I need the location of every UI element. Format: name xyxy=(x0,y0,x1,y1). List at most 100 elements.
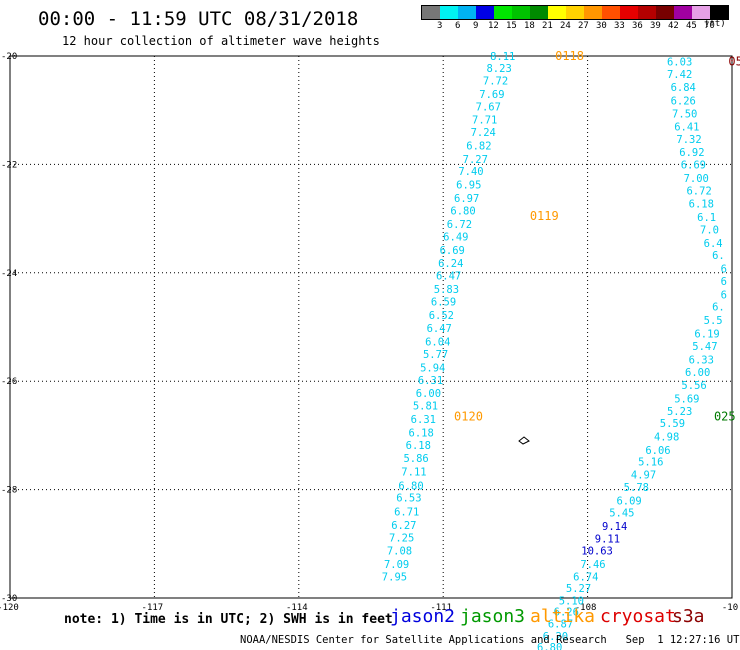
legend-swatch xyxy=(458,6,476,19)
swh-value: 5.23 xyxy=(667,406,692,418)
swh-value: 7.67 xyxy=(476,101,501,113)
legend-label: 39 xyxy=(650,21,661,31)
legend-unit: (ft) xyxy=(704,19,726,29)
legend-swatch xyxy=(692,6,710,19)
swh-value: 6.52 xyxy=(429,310,454,322)
lat-tick-label: -26 xyxy=(1,377,17,387)
swh-value: 5.27 xyxy=(566,583,591,595)
swh-value: 6.27 xyxy=(391,520,416,532)
swh-value: 6.1 xyxy=(697,212,716,224)
legend-labels: 3 6 9 12 15 18 21 24 27 30 33 36 39 42 45 70 xyxy=(421,20,729,32)
swh-value: 6.00 xyxy=(416,388,441,400)
swh-value: 4.98 xyxy=(654,431,679,443)
swh-value: 5.10 xyxy=(559,596,584,608)
satellite-label: s3a xyxy=(672,606,705,627)
swh-value: 6.74 xyxy=(573,571,598,583)
swh-value: 6.59 xyxy=(431,297,456,309)
time-label: 0118 xyxy=(555,49,584,63)
legend-swatch xyxy=(494,6,512,19)
legend-swatch xyxy=(656,6,674,19)
swh-value: 6.18 xyxy=(689,198,714,210)
legend-label: 9 xyxy=(473,21,479,31)
swh-value: 6.33 xyxy=(689,355,714,367)
swh-value: 5.77 xyxy=(423,349,448,361)
swh-value: 6.95 xyxy=(456,179,481,191)
legend-label: 33 xyxy=(614,21,625,31)
island-marker xyxy=(518,436,530,445)
swh-value: 6. xyxy=(712,301,725,313)
swh-value: 6 xyxy=(721,276,727,288)
swh-value: 7.27 xyxy=(463,154,488,166)
lat-tick-label: -24 xyxy=(1,269,17,279)
swh-value: 6.26 xyxy=(671,95,696,107)
swh-value: 9.14 xyxy=(602,521,627,533)
swh-value: 6 xyxy=(721,289,727,301)
swh-value: 5.83 xyxy=(434,284,459,296)
swh-value: 7.71 xyxy=(472,114,497,126)
lon-tick-label: -114 xyxy=(286,603,308,613)
swh-value: 4.97 xyxy=(631,469,656,481)
swh-value: 7.40 xyxy=(458,166,483,178)
time-label: 0119 xyxy=(530,209,559,223)
swh-value: 7.0 xyxy=(700,224,719,236)
swh-value: 6.18 xyxy=(406,440,431,452)
swh-value: 6.47 xyxy=(427,323,452,335)
legend-label: 3 xyxy=(437,21,443,31)
legend-swatch xyxy=(638,6,656,19)
swh-value: 7.72 xyxy=(483,75,508,87)
swh-value: 9.11 xyxy=(595,533,620,545)
legend-swatch xyxy=(440,6,458,19)
legend-swatch xyxy=(476,6,494,19)
swh-value: 7.11 xyxy=(401,467,426,479)
swh-value: 6.87 xyxy=(548,618,573,630)
swh-value: 6.4 xyxy=(704,238,723,250)
lon-tick-label: -117 xyxy=(142,603,164,613)
swh-value: 6.04 xyxy=(425,337,450,349)
legend-swatch xyxy=(710,6,728,19)
legend-label: 70 xyxy=(704,21,715,31)
swh-value: 6.71 xyxy=(394,506,419,518)
swh-value: 6.31 xyxy=(418,375,443,387)
legend-label: 42 xyxy=(668,21,679,31)
swh-value: 6.18 xyxy=(409,428,434,440)
time-label: 0120 xyxy=(454,409,483,423)
swh-value: 6.03 xyxy=(667,56,692,68)
swh-value: 10.63 xyxy=(581,545,613,557)
swh-value: 7.00 xyxy=(684,173,709,185)
swh-value: 7.32 xyxy=(676,134,701,146)
swh-value: 5.56 xyxy=(681,380,706,392)
legend-color-bar xyxy=(421,5,729,20)
swh-value: 5.86 xyxy=(403,453,428,465)
legend-label: 36 xyxy=(632,21,643,31)
satellite-label: cryosat xyxy=(600,606,676,627)
swh-value: 6.26 xyxy=(554,607,579,619)
swh-value: 6.41 xyxy=(674,121,699,133)
swh-value: 5.47 xyxy=(692,341,717,353)
swh-value: 5.16 xyxy=(638,456,663,468)
lat-tick-label: -28 xyxy=(1,486,17,496)
legend-swatch xyxy=(548,6,566,19)
note-text: note: 1) Time is in UTC; 2) SWH is in fe… xyxy=(64,612,393,627)
swh-value: 6.24 xyxy=(438,258,463,270)
legend-swatch xyxy=(584,6,602,19)
legend-label: 6 xyxy=(455,21,461,31)
swh-value: 7.08 xyxy=(387,545,412,557)
swh-value: 6.00 xyxy=(685,367,710,379)
swh-value: 6.72 xyxy=(447,219,472,231)
lon-tick-label: -120 xyxy=(0,603,19,613)
map-subtitle: 12 hour collection of altimeter wave hei… xyxy=(62,34,380,48)
legend-label: 18 xyxy=(524,21,535,31)
map-title: 00:00 - 11:59 UTC 08/31/2018 xyxy=(38,8,359,30)
swh-value: 8.11 xyxy=(490,51,515,63)
swh-value: 6.53 xyxy=(396,493,421,505)
lon-tick-label: -10 xyxy=(722,603,738,613)
swh-value: 7.95 xyxy=(382,571,407,583)
swh-value: 6.72 xyxy=(686,185,711,197)
legend-label: 15 xyxy=(506,21,517,31)
swh-value: 6.49 xyxy=(443,231,468,243)
time-label: 05 xyxy=(728,54,740,68)
swh-value: 6.31 xyxy=(411,414,436,426)
lat-tick-label: -22 xyxy=(1,160,17,170)
swh-value: 6.97 xyxy=(454,193,479,205)
